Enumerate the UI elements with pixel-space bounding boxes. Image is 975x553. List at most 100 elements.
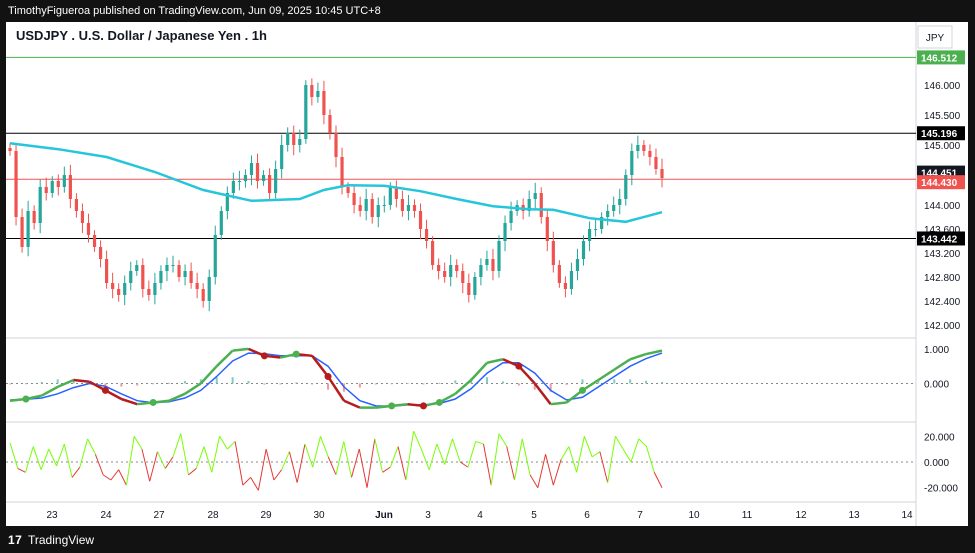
candle [437, 265, 441, 271]
candle [62, 175, 66, 187]
osc1-histogram-bar [311, 383, 314, 385]
osc1-histogram-bar [613, 379, 616, 384]
candle [50, 181, 54, 193]
candle [334, 133, 338, 157]
osc1-histogram-bar [390, 383, 393, 385]
osc1-fast-line-segment [629, 352, 647, 361]
candle [455, 265, 459, 271]
osc1-cross-dot [292, 350, 300, 358]
level-143442-tag [917, 231, 965, 246]
osc1-fast-line-segment [533, 382, 552, 405]
osc1-histogram-bar [374, 383, 377, 385]
osc2-line-segment [405, 431, 415, 481]
osc1-histogram-bar [247, 380, 250, 384]
candle [358, 205, 362, 211]
time-tick-label: 30 [313, 510, 325, 521]
candle [612, 205, 616, 211]
osc1-histogram-bar [56, 379, 59, 384]
osc2-line-segment [296, 443, 306, 483]
osc1-histogram-bar [549, 383, 552, 392]
osc2-line-segment [459, 461, 469, 468]
osc1-histogram-bar [661, 382, 663, 384]
osc1-histogram-bar [581, 379, 584, 384]
candle [346, 187, 350, 193]
candle [201, 289, 205, 301]
candle [20, 217, 24, 247]
oscillator-pane-2[interactable] [6, 430, 916, 491]
osc2-line-segment [56, 443, 65, 467]
osc1-histogram-bar [358, 383, 361, 388]
osc1-fast-line-segment [57, 378, 75, 389]
osc1-fast-line-segment [184, 382, 202, 395]
osc1-histogram-bar [152, 383, 155, 385]
candle [430, 241, 435, 265]
candle [14, 151, 18, 217]
candle [569, 271, 574, 289]
candle [660, 169, 664, 178]
candle [249, 163, 254, 175]
candle [298, 139, 302, 145]
price-tick-label: 145.000 [924, 141, 961, 152]
trading-chart[interactable]: 146.000145.500145.000144.600144.000143.6… [6, 22, 968, 526]
osc1-histogram-bar [104, 383, 107, 386]
osc1-histogram-bar [565, 383, 568, 385]
time-tick-label: 4 [477, 510, 483, 521]
osc1-cross-dot [22, 395, 30, 403]
candle [328, 115, 332, 133]
candle [56, 181, 60, 187]
time-axis[interactable]: 23 24 27 28 29 30 Jun 3 4 5 6 7 10 11 12 13 14 [46, 510, 913, 521]
currency-box[interactable] [917, 25, 953, 49]
candle [80, 211, 85, 223]
osc1-fast-line-segment [343, 399, 361, 409]
level-145196-label: 145.196 [921, 129, 958, 140]
candle [135, 265, 139, 271]
level-144430-label: 144.430 [921, 178, 958, 189]
osc1-fast-line-segment [550, 401, 567, 406]
candle [606, 211, 610, 217]
candle [32, 211, 36, 223]
price-axis[interactable]: 146.000145.500145.000144.600144.000143.6… [917, 50, 965, 495]
candle [412, 205, 417, 211]
osc1-histogram-bar [454, 380, 457, 384]
footer-brand: TradingView [28, 533, 95, 547]
candle [340, 157, 344, 187]
osc2-line-segment [79, 438, 89, 468]
currency-label: JPY [926, 33, 945, 44]
candle [207, 277, 211, 301]
candle [261, 175, 266, 181]
candle [587, 229, 592, 241]
candle [195, 283, 199, 289]
osc2-line-segment [537, 454, 547, 488]
osc1-histogram-bar [295, 382, 298, 384]
price-pane[interactable] [6, 56, 916, 312]
time-tick-label: 5 [531, 510, 537, 521]
osc1-fast-line-segment [454, 379, 472, 395]
level-top-label: 146.512 [921, 53, 958, 64]
moving-average-line [9, 141, 663, 224]
osc2-line-segment [195, 446, 205, 469]
time-tick-label: 3 [425, 510, 431, 521]
candle [642, 145, 646, 151]
candle [213, 235, 217, 277]
osc2-line-segment [219, 436, 228, 450]
osc2-line-segment [366, 438, 376, 488]
osc2-line-segment [203, 446, 213, 473]
price-tick-label: 143.600 [924, 225, 961, 236]
osc1-histogram-bar [183, 380, 186, 384]
price-tick-label: 145.500 [924, 111, 961, 122]
osc1-fast-line-segment [597, 368, 615, 382]
publisher-bar: TimothyFigueroa published on TradingView… [0, 0, 975, 22]
osc2-line-segment [490, 433, 500, 486]
osc2-line-segment [630, 438, 640, 463]
osc2-line-segment [653, 472, 663, 488]
osc2-tick-label: 0.000 [924, 458, 949, 469]
candle [473, 277, 477, 295]
osc2-line-segment [420, 448, 430, 470]
candle [352, 193, 356, 205]
osc1-histogram-bar [486, 377, 489, 384]
time-tick-label: 7 [637, 510, 643, 521]
candle [370, 199, 374, 217]
osc2-line-segment [226, 441, 236, 450]
osc2-line-segment [242, 477, 251, 486]
oscillator-pane-1[interactable] [6, 347, 916, 410]
